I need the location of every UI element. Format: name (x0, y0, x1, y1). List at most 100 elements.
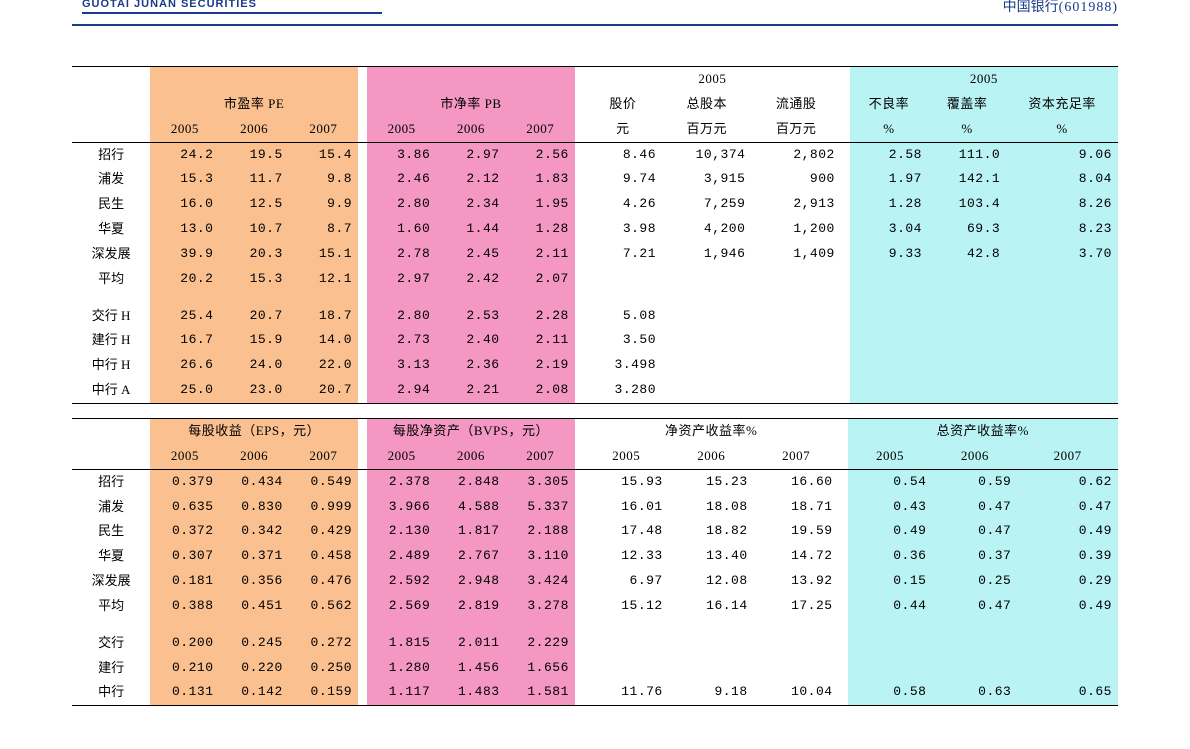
cell: 2.378 (367, 469, 436, 494)
unit-pct3: % (1006, 117, 1118, 142)
cell: 18.7 (289, 304, 358, 329)
eps-y05: 2005 (150, 444, 219, 469)
cell: 0.250 (289, 656, 358, 681)
cell: 3.98 (584, 217, 662, 242)
roa-y07: 2007 (1017, 444, 1118, 469)
cell (584, 656, 669, 681)
cell (754, 656, 839, 681)
cell: 2.848 (436, 469, 505, 494)
cell: 3.50 (584, 328, 662, 353)
cell (754, 631, 839, 656)
cell: 0.47 (932, 519, 1017, 544)
cell (850, 304, 928, 329)
cell: 2.011 (436, 631, 505, 656)
cell: 5.337 (506, 495, 575, 520)
cell: 1.44 (436, 217, 505, 242)
cell: 2.229 (506, 631, 575, 656)
cell: 2.53 (436, 304, 505, 329)
row-label: 深发展 (72, 569, 150, 594)
cell: 7.21 (584, 242, 662, 267)
pb-y05: 2005 (367, 117, 436, 142)
cell: 0.562 (289, 594, 358, 619)
col-group-pe: 市盈率 PE (150, 67, 358, 117)
row-label: 中行 H (72, 353, 150, 378)
bvps-y07: 2007 (506, 444, 575, 469)
cell: 26.6 (150, 353, 219, 378)
header-stock: 中国银行(601988) (1003, 0, 1118, 16)
header-stock-name: 中国银行 (1003, 0, 1059, 14)
cell: 2.36 (436, 353, 505, 378)
cell: 2.34 (436, 192, 505, 217)
col-group-roe: 净资产收益率% (584, 418, 839, 443)
cell: 2.80 (367, 304, 436, 329)
cell: 2.97 (367, 267, 436, 292)
cell: 3.110 (506, 544, 575, 569)
cell (751, 353, 840, 378)
cell: 1.815 (367, 631, 436, 656)
cell: 0.43 (848, 495, 933, 520)
table-row: 招行24.219.515.43.862.972.568.4610,3742,80… (72, 142, 1118, 167)
table-row: 建行0.2100.2200.2501.2801.4561.656 (72, 656, 1118, 681)
header-row-2: 2005 2006 2007 2005 2006 2007 元 百万元 百万元 … (72, 117, 1118, 142)
row-label: 深发展 (72, 242, 150, 267)
cell: 0.181 (150, 569, 219, 594)
cell (850, 378, 928, 403)
cell: 0.29 (1017, 569, 1118, 594)
cell: 18.08 (669, 495, 754, 520)
tables-container: 市盈率 PE 市净率 PB 2005 2005 股价 总股本 流通股 不良率 覆… (72, 66, 1118, 706)
cell: 19.5 (220, 142, 289, 167)
cell: 12.08 (669, 569, 754, 594)
cell: 1.581 (506, 680, 575, 705)
col-car: 资本充足率 (1006, 92, 1118, 117)
cell: 0.372 (150, 519, 219, 544)
unit-mln1: 百万元 (662, 117, 751, 142)
row-label: 中行 (72, 680, 150, 705)
cell: 15.12 (584, 594, 669, 619)
cell: 1.60 (367, 217, 436, 242)
cell: 14.72 (754, 544, 839, 569)
t2-gap (72, 619, 1118, 631)
cell: 16.14 (669, 594, 754, 619)
cell: 2,913 (751, 192, 840, 217)
cell: 1.483 (436, 680, 505, 705)
cell: 0.451 (220, 594, 289, 619)
cell: 0.37 (932, 544, 1017, 569)
cell: 0.39 (1017, 544, 1118, 569)
cell: 0.458 (289, 544, 358, 569)
unit-pct2: % (928, 117, 1006, 142)
cell: 69.3 (928, 217, 1006, 242)
cell: 12.5 (220, 192, 289, 217)
cell (850, 267, 928, 292)
cell (1006, 267, 1118, 292)
cell: 2.58 (850, 142, 928, 167)
table-row: 建行 H16.715.914.02.732.402.113.50 (72, 328, 1118, 353)
cell: 3.04 (850, 217, 928, 242)
cell: 0.47 (932, 594, 1017, 619)
cell: 20.2 (150, 267, 219, 292)
cell (850, 328, 928, 353)
cell: 3.13 (367, 353, 436, 378)
roa-y05: 2005 (848, 444, 933, 469)
cell: 8.04 (1006, 167, 1118, 192)
row-label: 交行 (72, 631, 150, 656)
cell: 0.63 (932, 680, 1017, 705)
cell: 8.7 (289, 217, 358, 242)
cell: 0.429 (289, 519, 358, 544)
cell (584, 631, 669, 656)
cell (662, 267, 751, 292)
cell: 16.60 (754, 469, 839, 494)
roe-y05: 2005 (584, 444, 669, 469)
cell (1017, 656, 1118, 681)
cell: 0.54 (848, 469, 933, 494)
cell (662, 304, 751, 329)
cell: 0.210 (150, 656, 219, 681)
table-row: 交行0.2000.2450.2721.8152.0112.229 (72, 631, 1118, 656)
cell (928, 378, 1006, 403)
roa-y06: 2006 (932, 444, 1017, 469)
cell: 42.8 (928, 242, 1006, 267)
header-stock-code: (601988) (1059, 0, 1118, 15)
cell: 0.999 (289, 495, 358, 520)
cell: 2.11 (506, 242, 575, 267)
cell: 1.117 (367, 680, 436, 705)
cell: 3.280 (584, 378, 662, 403)
